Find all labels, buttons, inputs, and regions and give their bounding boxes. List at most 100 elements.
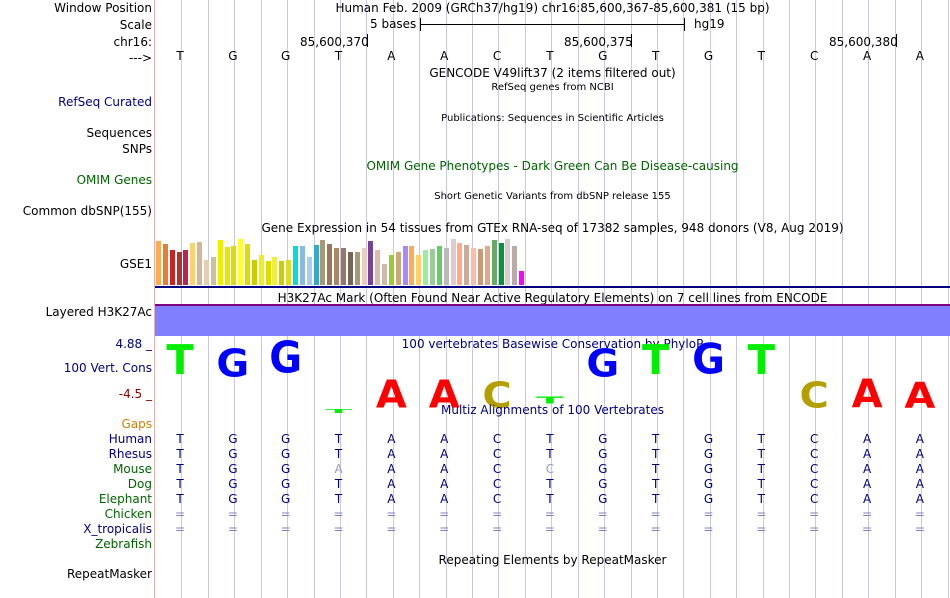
- gtex-tissue-bar[interactable]: [265, 261, 271, 285]
- gtex-tissue-bar[interactable]: [347, 252, 353, 285]
- alignment-base: A: [862, 462, 872, 476]
- gtex-tissue-bar[interactable]: [477, 249, 483, 285]
- gtex-tissue-bar[interactable]: [471, 248, 477, 285]
- gtex-tissue-bar[interactable]: [512, 246, 518, 285]
- gtex-tissue-bar[interactable]: [203, 260, 209, 285]
- gtex-tissue-bar[interactable]: [162, 244, 168, 285]
- gtex-tissue-bar[interactable]: [505, 239, 511, 285]
- gtex-tissue-bar[interactable]: [197, 242, 203, 285]
- gtex-tissue-bar[interactable]: [293, 246, 298, 285]
- gtex-tissue-bar[interactable]: [423, 250, 429, 285]
- omim-label[interactable]: OMIM Genes: [76, 173, 152, 187]
- gtex-tissue-bar[interactable]: [217, 240, 223, 285]
- gtex-track-title[interactable]: Gene Expression in 54 tissues from GTEx …: [261, 221, 844, 235]
- gtex-tissue-bar[interactable]: [457, 243, 463, 285]
- gtex-tissue-bar[interactable]: [176, 252, 182, 285]
- species-label[interactable]: X_tropicalis: [83, 522, 152, 536]
- repeatmasker-label[interactable]: RepeatMasker: [66, 567, 152, 581]
- gtex-tissue-bar[interactable]: [299, 246, 305, 285]
- dbsnp-track-title[interactable]: Short Genetic Variants from dbSNP releas…: [434, 191, 671, 202]
- gtex-tissue-bar[interactable]: [519, 271, 525, 285]
- gtex-tissue-bar[interactable]: [409, 246, 415, 285]
- tick-mark-2: [631, 34, 632, 47]
- gtex-tissue-bar[interactable]: [210, 257, 216, 285]
- h3k27ac-signal[interactable]: [155, 304, 950, 336]
- gtex-tissue-bar[interactable]: [402, 246, 408, 285]
- refseq-label[interactable]: RefSeq Curated: [58, 95, 152, 109]
- gridline: [894, 0, 896, 598]
- conservation-label[interactable]: 100 Vert. Cons: [63, 361, 152, 375]
- gtex-tissue-bar[interactable]: [320, 240, 326, 285]
- gse1-label[interactable]: GSE1: [119, 257, 152, 271]
- gtex-tissue-bar[interactable]: [382, 264, 388, 285]
- gtex-tissue-bar[interactable]: [361, 248, 367, 285]
- gtex-tissue-bar[interactable]: [279, 261, 285, 285]
- omim-track-title[interactable]: OMIM Gene Phenotypes - Dark Green Can Be…: [366, 159, 739, 173]
- base-letter: T: [546, 49, 554, 63]
- gtex-tissue-bar[interactable]: [375, 250, 381, 285]
- dbsnp-label[interactable]: Common dbSNP(155): [22, 204, 152, 218]
- species-alignment-row[interactable]: [0, 537, 950, 551]
- gtex-tissue-bar[interactable]: [238, 239, 244, 285]
- gtex-tissue-bar[interactable]: [272, 257, 278, 285]
- gtex-tissue-bar[interactable]: [190, 243, 196, 285]
- repeatmasker-track-title[interactable]: Repeating Elements by RepeatMasker: [438, 553, 667, 567]
- species-label[interactable]: Elephant: [98, 492, 152, 506]
- gtex-tissue-bar[interactable]: [464, 245, 470, 285]
- gtex-tissue-bar[interactable]: [388, 255, 394, 285]
- snps-label[interactable]: SNPs: [122, 142, 152, 156]
- h3k27ac-label[interactable]: Layered H3K27Ac: [45, 305, 152, 319]
- gtex-tissue-bar[interactable]: [498, 243, 504, 285]
- conservation-track-title[interactable]: 100 vertebrates Basewise Conservation by…: [401, 337, 704, 351]
- gtex-tissue-bar[interactable]: [258, 255, 264, 285]
- refseq-track-title[interactable]: RefSeq genes from NCBI: [491, 82, 614, 93]
- gtex-tissue-bar[interactable]: [484, 246, 490, 285]
- gtex-tissue-bar[interactable]: [169, 250, 175, 285]
- gtex-tissue-bar[interactable]: [313, 245, 319, 285]
- multiz-track-title[interactable]: Multiz Alignments of 100 Vertebrates: [440, 403, 665, 417]
- species-label[interactable]: Chicken: [104, 507, 152, 521]
- gtex-bar-chart[interactable]: [155, 237, 535, 285]
- gtex-tissue-bar[interactable]: [231, 246, 237, 285]
- species-alignment-row[interactable]: = = = = = = = = = = = = = = =: [0, 522, 950, 536]
- species-label[interactable]: Zebrafish: [95, 537, 152, 551]
- sequences-label[interactable]: Sequences: [86, 126, 152, 140]
- species-label[interactable]: Dog: [127, 477, 152, 491]
- gtex-tissue-bar[interactable]: [306, 257, 312, 285]
- gtex-tissue-bar[interactable]: [327, 244, 333, 285]
- gtex-tissue-bar[interactable]: [156, 241, 161, 285]
- gtex-tissue-bar[interactable]: [334, 248, 340, 285]
- h3k27ac-track-title[interactable]: H3K27Ac Mark (Often Found Near Active Re…: [277, 291, 828, 305]
- alignment-base: C: [492, 477, 502, 491]
- gtex-tissue-bar[interactable]: [443, 248, 449, 285]
- gtex-tissue-bar[interactable]: [416, 255, 422, 285]
- species-alignment-row[interactable]: = = = = = = = = = = = = = = =: [0, 507, 950, 521]
- gtex-tissue-bar[interactable]: [430, 249, 435, 285]
- publications-track-title[interactable]: Publications: Sequences in Scientific Ar…: [441, 113, 664, 124]
- gtex-tissue-bar[interactable]: [450, 239, 456, 285]
- gtex-tissue-bar[interactable]: [286, 260, 292, 285]
- species-label[interactable]: Rhesus: [108, 447, 152, 461]
- gtex-tissue-bar[interactable]: [354, 252, 360, 285]
- species-label[interactable]: Mouse: [113, 462, 152, 476]
- gtex-tissue-bar[interactable]: [183, 250, 189, 285]
- gtex-tissue-bar[interactable]: [395, 252, 401, 285]
- gtex-tissue-bar[interactable]: [224, 247, 230, 285]
- gtex-tissue-bar[interactable]: [251, 260, 257, 285]
- species-label[interactable]: Human: [108, 432, 152, 446]
- gtex-tissue-bar[interactable]: [340, 248, 346, 285]
- gtex-tissue-bar[interactable]: [245, 244, 251, 285]
- gtex-tissue-bar[interactable]: [368, 241, 374, 285]
- window-position-value[interactable]: Human Feb. 2009 (GRCh37/hg19) chr16:85,6…: [335, 1, 770, 15]
- gtex-tissue-bar[interactable]: [436, 246, 442, 285]
- gencode-track-title[interactable]: GENCODE V49lift37 (2 items filtered out): [429, 66, 676, 80]
- gaps-label[interactable]: Gaps: [121, 417, 152, 431]
- gtex-tissue-bar[interactable]: [491, 240, 497, 285]
